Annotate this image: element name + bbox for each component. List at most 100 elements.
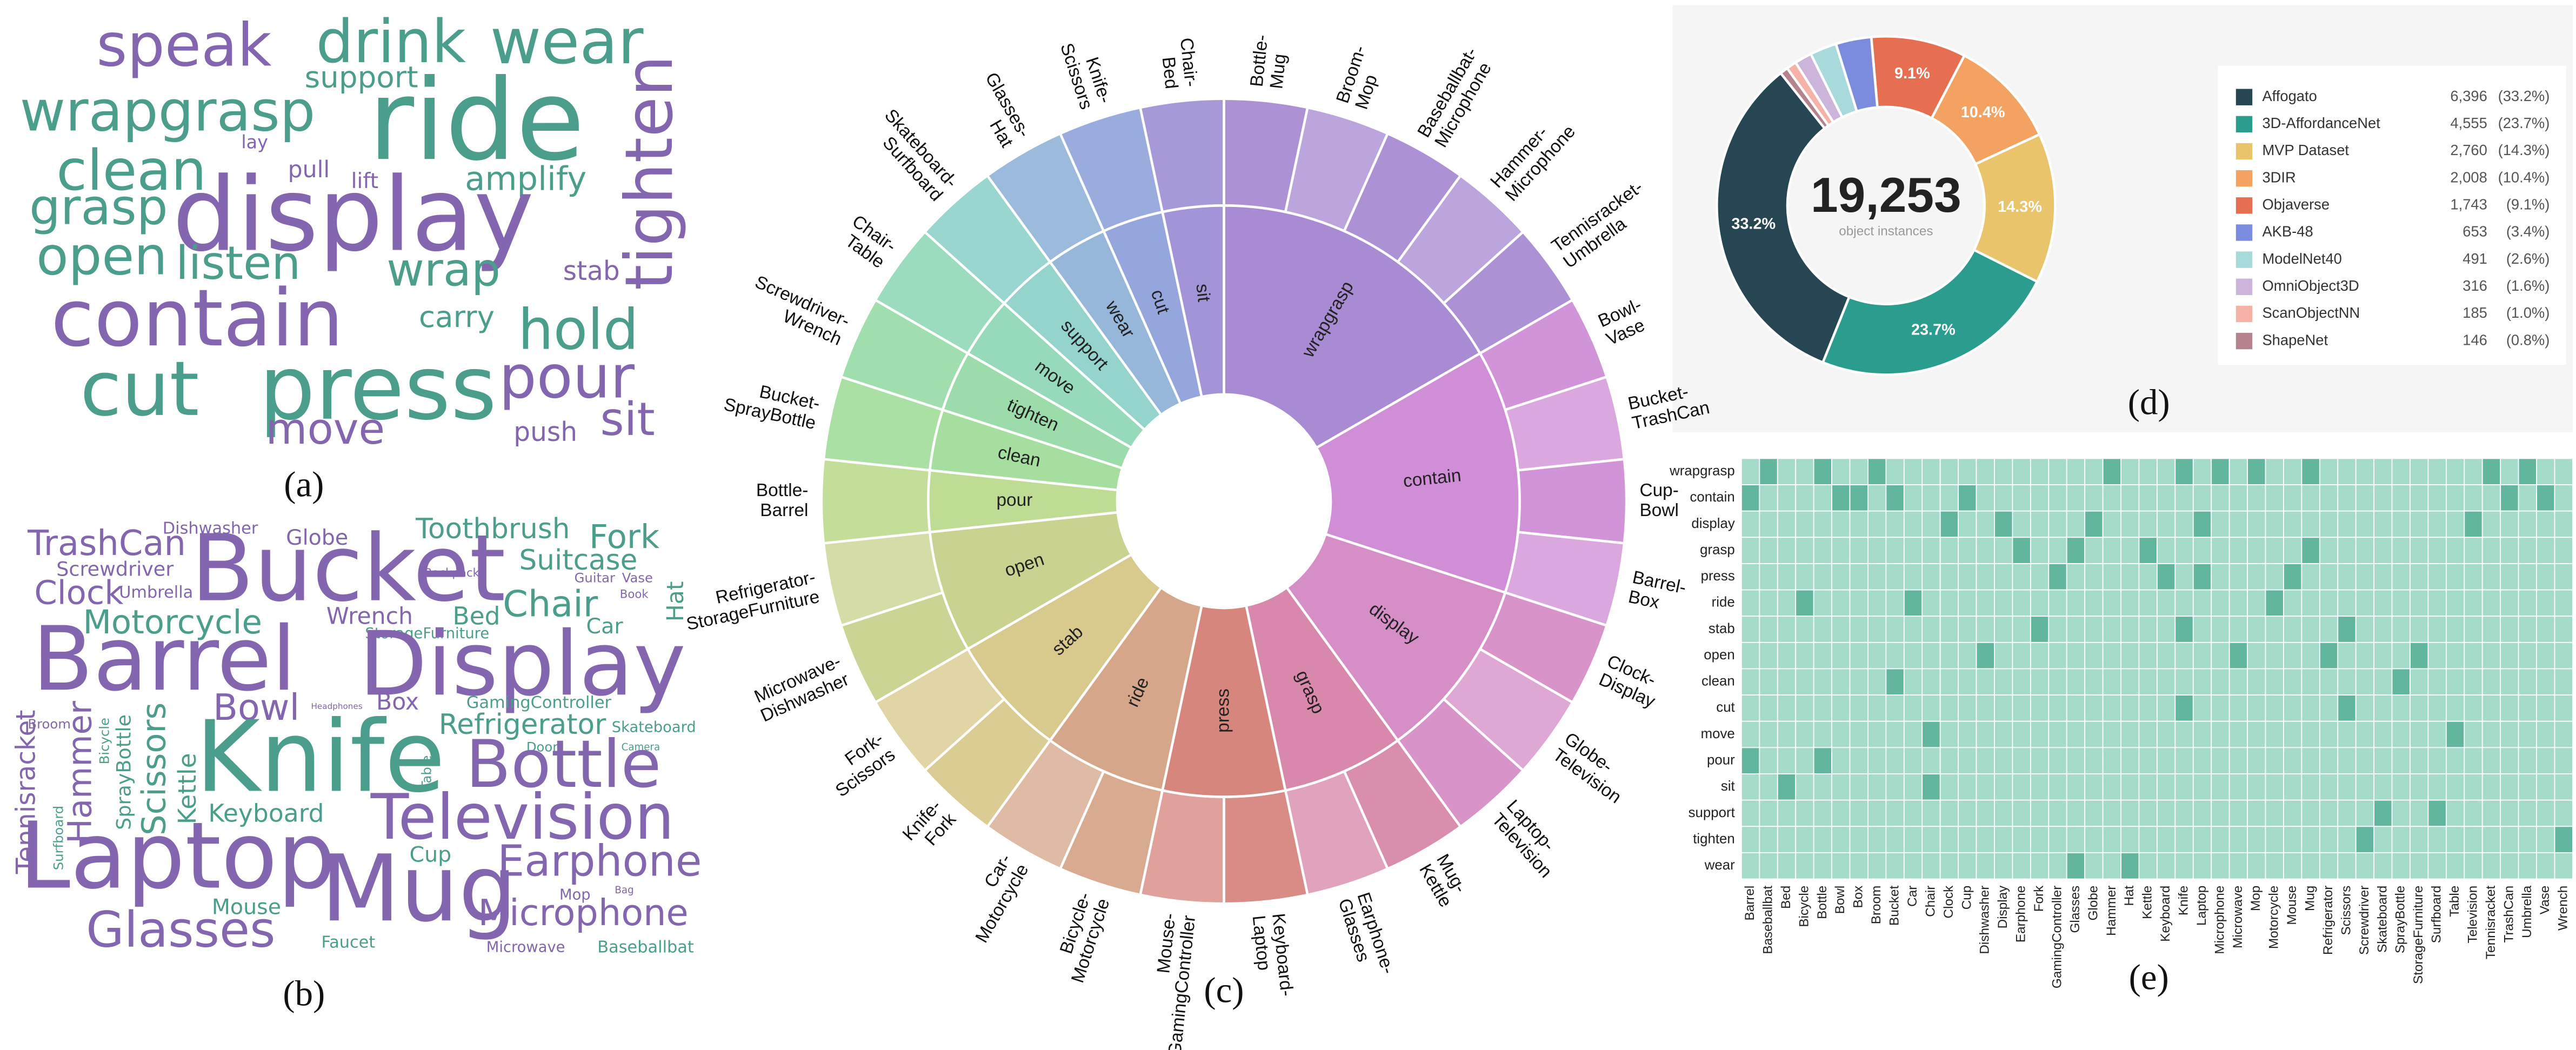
cell [2319, 668, 2339, 696]
cell [2012, 589, 2031, 617]
cell [2337, 747, 2357, 774]
cell [2211, 747, 2230, 774]
word: Vase [622, 570, 653, 585]
cell [1741, 852, 1760, 880]
cell [2445, 799, 2465, 827]
cell [1813, 668, 1832, 696]
legend-share: (0.8%) [2506, 331, 2550, 348]
cell [2012, 510, 2031, 538]
legend-label: ModelNet40 [2262, 250, 2341, 267]
cell [1885, 537, 1905, 564]
word: Knife [196, 700, 445, 815]
label-line: Bowl [1639, 500, 1678, 520]
cell [2211, 668, 2230, 696]
legend-value: 6,396 [2450, 88, 2487, 104]
cell [2012, 616, 2031, 643]
cell [2355, 458, 2375, 485]
segment-label: Clock-Display [1596, 651, 1666, 712]
cell [2373, 537, 2393, 564]
cell [2301, 458, 2320, 485]
cell [1831, 484, 1851, 512]
cell [2102, 616, 2121, 643]
cell [1777, 668, 1797, 696]
legend-value: 1,743 [2450, 196, 2487, 213]
cell [2211, 773, 2230, 801]
cell [2536, 589, 2555, 617]
cell [2301, 510, 2320, 538]
cell [2120, 826, 2140, 853]
word: Camera [622, 741, 660, 753]
column-label: Vase [2538, 886, 2552, 915]
cell [2427, 852, 2447, 880]
segment-label: Bicycle-Motorcycle [1049, 890, 1113, 985]
cell [1849, 510, 1868, 538]
cell [1795, 826, 1814, 853]
cell [1903, 668, 1923, 696]
cell [2030, 616, 2050, 643]
cell [2554, 773, 2573, 801]
cell [2211, 641, 2230, 670]
cell [1903, 799, 1923, 827]
word: press [259, 337, 497, 440]
word: listen [176, 237, 301, 290]
row-label: contain [1690, 490, 1734, 505]
cell [2391, 720, 2411, 748]
cell [2283, 641, 2303, 670]
cell [2481, 799, 2501, 827]
legend-value: 491 [2462, 250, 2487, 267]
column-label: Motorcycle [2267, 886, 2281, 949]
column-label: Wrench [2556, 886, 2571, 931]
cell [2481, 826, 2501, 853]
cell [1831, 826, 1851, 853]
cell [2373, 694, 2393, 722]
cell [2265, 537, 2284, 564]
cell [2337, 510, 2357, 538]
cell [2138, 537, 2158, 564]
cell [1976, 537, 1995, 564]
cell [2427, 537, 2447, 564]
segment-label: Mouse-GamingController [1145, 912, 1199, 1050]
word: display [172, 156, 534, 274]
cell [2048, 826, 2067, 853]
legend-swatch [2235, 197, 2253, 214]
cell [2481, 694, 2501, 722]
word: Surfboard [50, 806, 66, 871]
cell [1741, 537, 1760, 564]
cell [2012, 537, 2031, 564]
cell [1741, 484, 1760, 512]
cell [1867, 799, 1887, 827]
cell [1921, 641, 1941, 670]
cell [1921, 589, 1941, 617]
column-label: Globe [2086, 886, 2100, 921]
cell [2464, 641, 2483, 670]
cell [2048, 799, 2067, 827]
cell [2066, 589, 2086, 617]
cell [2518, 616, 2537, 643]
word: support [305, 59, 418, 94]
cell [2066, 747, 2086, 774]
cell [2012, 458, 2031, 485]
cell [2066, 458, 2086, 485]
cell [1777, 852, 1797, 880]
legend-share: (2.6%) [2506, 250, 2550, 267]
cell [1976, 563, 1995, 591]
legend-swatch [2235, 305, 2253, 323]
center-label: 19,253 [1811, 168, 1961, 223]
cell [2102, 747, 2121, 774]
cell [1759, 616, 1778, 643]
legend-swatch [2235, 143, 2253, 160]
cell [1994, 694, 2013, 722]
cell [2138, 826, 2158, 853]
cell [1885, 799, 1905, 827]
legend-share: (33.2%) [2498, 88, 2550, 104]
cell [2120, 694, 2140, 722]
legend-label: ScanObjectNN [2262, 304, 2360, 321]
cell [2066, 826, 2086, 853]
cell [2410, 826, 2429, 853]
cell [1958, 537, 1977, 564]
word: Bottle [466, 726, 662, 802]
column-label: Baseballbat [1760, 885, 1775, 954]
cell [1849, 852, 1868, 880]
column-label: SprayBottle [2393, 886, 2408, 954]
word: grasp [29, 178, 168, 236]
